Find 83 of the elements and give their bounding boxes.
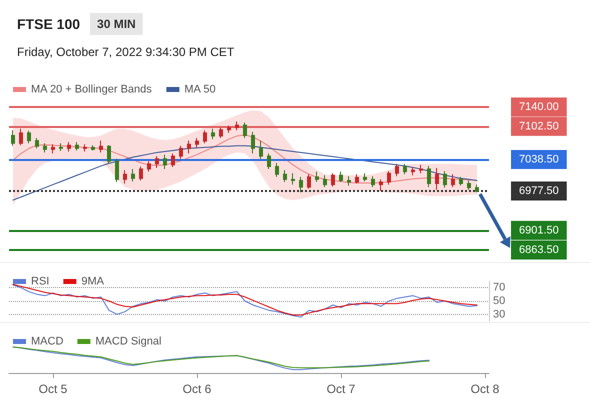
legend-label: MA 20 + Bollinger Bands xyxy=(31,84,152,96)
candlestick xyxy=(259,140,263,160)
y-tick-label: 6977.50 xyxy=(519,185,559,198)
y-tick-label: 50 xyxy=(493,295,506,307)
candlestick xyxy=(235,120,239,131)
candlestick xyxy=(411,166,415,176)
candlestick xyxy=(163,154,167,170)
x-tick-label: Oct 5 xyxy=(38,382,68,396)
legend-label: MA 50 xyxy=(184,84,216,96)
y-tick-label: 7102.50 xyxy=(519,120,559,132)
candlestick xyxy=(147,160,151,172)
x-tick-label: Oct 8 xyxy=(470,382,500,396)
candlestick xyxy=(283,170,287,182)
candlestick xyxy=(307,174,311,190)
candlestick xyxy=(99,140,103,154)
candlestick xyxy=(387,170,391,186)
candlestick xyxy=(35,138,39,149)
candlestick xyxy=(371,176,375,188)
candlestick xyxy=(123,170,127,184)
candlestick xyxy=(443,170,447,188)
candlestick xyxy=(67,142,71,152)
chart-title: FTSE 100 xyxy=(17,16,80,32)
candlestick xyxy=(43,142,47,154)
candlestick xyxy=(227,125,231,134)
candlestick xyxy=(403,163,407,175)
candlestick xyxy=(51,144,55,154)
candlestick xyxy=(107,144,111,164)
legend-label: MACD xyxy=(31,336,64,348)
y-tick-label: 7038.50 xyxy=(519,153,559,166)
candlestick xyxy=(291,172,295,186)
candlestick xyxy=(435,168,439,190)
candlestick xyxy=(475,184,479,193)
candlestick xyxy=(75,142,79,151)
line-series xyxy=(12,145,478,201)
candlestick xyxy=(195,138,199,149)
candlestick xyxy=(171,153,175,168)
candlestick xyxy=(451,174,455,188)
y-tick-label: 30 xyxy=(493,308,506,320)
candlestick xyxy=(419,164,423,174)
candlestick xyxy=(331,172,335,188)
candlestick xyxy=(363,172,367,182)
candlestick xyxy=(83,144,87,152)
candlestick xyxy=(467,180,471,190)
y-tick-label: 6901.50 xyxy=(519,224,559,236)
text: 30 MIN xyxy=(97,17,136,31)
y-tick-label: 6863.50 xyxy=(519,244,559,256)
candlestick xyxy=(59,142,63,152)
candlestick xyxy=(243,122,247,139)
candlestick xyxy=(11,130,15,146)
candlestick xyxy=(427,165,431,188)
candlestick xyxy=(139,166,143,181)
x-tick-label: Oct 7 xyxy=(326,382,356,396)
y-tick-label: 7140.00 xyxy=(519,101,559,113)
legend-label: MACD Signal xyxy=(95,336,162,348)
candlestick xyxy=(19,128,23,146)
y-tick-label: 70 xyxy=(493,282,506,294)
candlestick xyxy=(187,140,191,154)
candlestick xyxy=(339,171,343,182)
x-tick-label: Oct 6 xyxy=(182,382,212,396)
candlestick xyxy=(267,153,271,170)
candlestick xyxy=(203,130,207,144)
candlestick xyxy=(299,176,303,193)
candlestick xyxy=(379,178,383,192)
legend-label: 9MA xyxy=(81,276,105,288)
legend-label: RSI xyxy=(31,276,50,288)
candlestick xyxy=(459,176,463,186)
candlestick xyxy=(251,131,255,154)
candlestick xyxy=(323,174,327,188)
candlestick xyxy=(115,158,119,182)
candlestick xyxy=(355,174,359,184)
candlestick xyxy=(275,162,279,178)
candlestick xyxy=(27,130,31,144)
candlestick xyxy=(131,168,135,182)
line-series xyxy=(12,134,478,184)
candlestick xyxy=(395,163,399,177)
candlestick xyxy=(91,144,95,151)
candlestick xyxy=(347,176,351,186)
candlestick xyxy=(155,156,159,169)
candlestick xyxy=(315,171,319,182)
candlestick xyxy=(179,145,183,160)
chart-subtitle: Friday, October 7, 2022 9:34:30 PM CET xyxy=(17,45,235,59)
candlestick xyxy=(219,127,223,139)
candlestick xyxy=(211,128,215,140)
